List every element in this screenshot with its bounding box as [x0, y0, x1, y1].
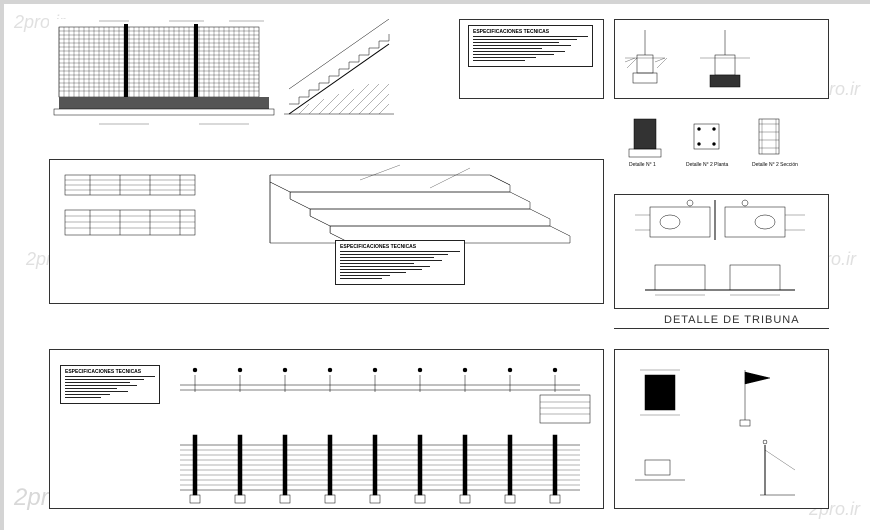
- panel-misc: [614, 349, 829, 509]
- spec-title: ESPECIFICACIONES TECNICAS: [65, 369, 155, 377]
- main-title: DETALLE DE TRIBUNA: [664, 314, 800, 326]
- detail-label-1: Detalle N° 1: [629, 162, 656, 168]
- detail-label-3: Detalle N° 2 Sección: [752, 162, 798, 168]
- tribune-drawing: [50, 160, 605, 305]
- spec-title: ESPECIFICACIONES TECNICAS: [473, 29, 588, 37]
- panel-tribune: ESPECIFICACIONES TECNICAS: [49, 159, 604, 304]
- panel-spec-top: ESPECIFICACIONES TECNICAS: [459, 19, 604, 99]
- foundation-details: [615, 20, 830, 100]
- panel-detail-labels: Detalle N° 1 Detalle N° 2 Planta Detalle…: [614, 104, 829, 184]
- mesh-wall-drawing: [49, 19, 454, 129]
- spec-title: ESPECIFICACIONES TECNICAS: [340, 244, 460, 252]
- panel-details-top: [614, 19, 829, 99]
- sanitary-drawing: [615, 195, 830, 310]
- title-underline: [614, 328, 829, 329]
- column-details: [614, 104, 829, 184]
- panel-mesh-wall: [49, 19, 454, 129]
- panel-sanitary: [614, 194, 829, 309]
- drawing-canvas: 2pro.ir 2pro.ir 2pro.ir 2pro.ir 2pro.ir …: [4, 4, 870, 530]
- detail-label-2: Detalle N° 2 Planta: [686, 162, 728, 168]
- misc-details: [615, 350, 830, 510]
- panel-fence: ESPECIFICACIONES TECNICAS: [49, 349, 604, 509]
